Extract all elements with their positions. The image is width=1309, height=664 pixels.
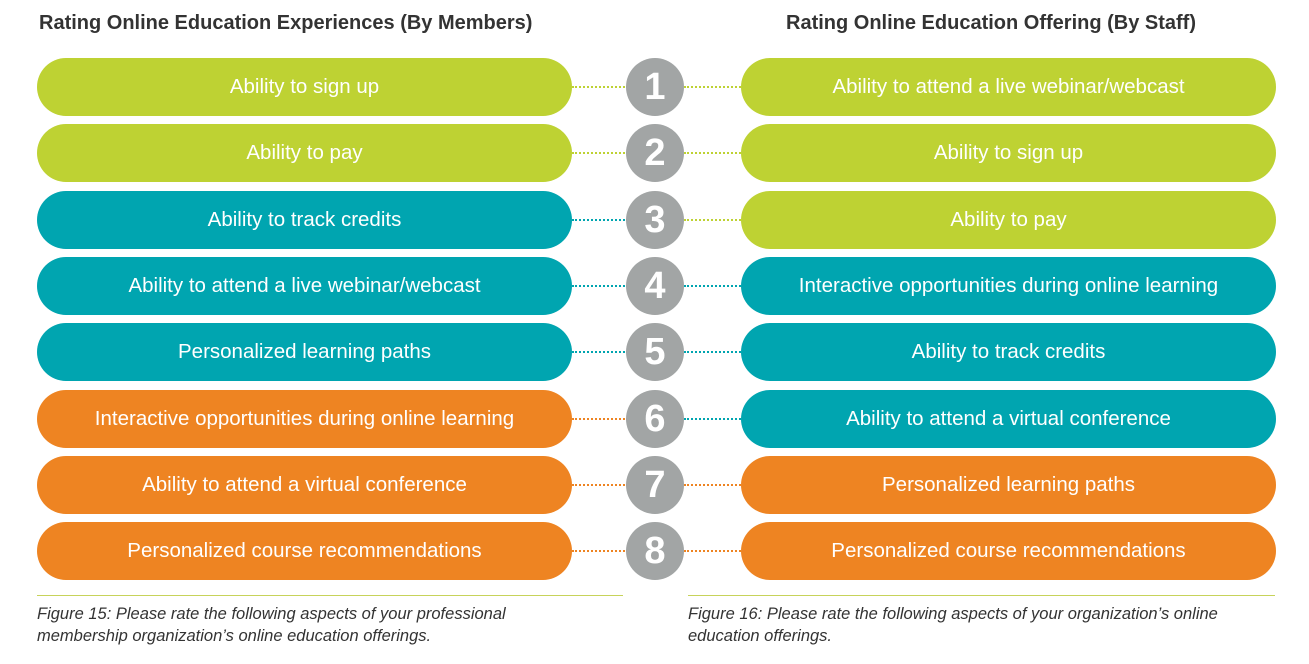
- left-connector-6: [572, 418, 628, 420]
- right-item-4: Interactive opportunities during online …: [741, 257, 1276, 315]
- left-connector-4: [572, 285, 628, 287]
- right-caption: Figure 16: Please rate the following asp…: [688, 603, 1288, 647]
- right-item-2: Ability to sign up: [741, 124, 1276, 182]
- right-connector-6: [684, 418, 741, 420]
- right-divider: [688, 595, 1275, 596]
- rank-badge-3: 3: [626, 191, 684, 249]
- left-item-6: Interactive opportunities during online …: [37, 390, 572, 448]
- left-caption-line-1: Figure 15: Please rate the following asp…: [37, 605, 506, 623]
- left-connector-1: [572, 86, 628, 88]
- rank-badge-6: 6: [626, 390, 684, 448]
- rank-badge-7: 7: [626, 456, 684, 514]
- left-item-8: Personalized course recommendations: [37, 522, 572, 580]
- right-item-1: Ability to attend a live webinar/webcast: [741, 58, 1276, 116]
- right-caption-line-1: Figure 16: Please rate the following asp…: [688, 605, 1218, 623]
- left-caption: Figure 15: Please rate the following asp…: [37, 603, 597, 647]
- left-item-4: Ability to attend a live webinar/webcast: [37, 257, 572, 315]
- left-divider: [37, 595, 623, 596]
- left-connector-7: [572, 484, 628, 486]
- right-connector-7: [684, 484, 741, 486]
- right-item-5: Ability to track credits: [741, 323, 1276, 381]
- right-caption-line-2: education offerings.: [688, 627, 833, 645]
- left-caption-line-2: membership organization’s online educati…: [37, 627, 432, 645]
- left-connector-3: [572, 219, 628, 221]
- rank-badge-1: 1: [626, 58, 684, 116]
- right-item-7: Personalized learning paths: [741, 456, 1276, 514]
- rank-badge-2: 2: [626, 124, 684, 182]
- right-item-6: Ability to attend a virtual conference: [741, 390, 1276, 448]
- left-item-2: Ability to pay: [37, 124, 572, 182]
- left-title: Rating Online Education Experiences (By …: [39, 12, 533, 34]
- left-item-1: Ability to sign up: [37, 58, 572, 116]
- left-item-7: Ability to attend a virtual conference: [37, 456, 572, 514]
- right-title: Rating Online Education Offering (By Sta…: [786, 12, 1196, 34]
- left-connector-2: [572, 152, 628, 154]
- right-connector-1: [684, 86, 741, 88]
- right-connector-8: [684, 550, 741, 552]
- right-connector-3: [684, 219, 741, 221]
- left-item-3: Ability to track credits: [37, 191, 572, 249]
- right-connector-5: [684, 351, 741, 353]
- right-item-3: Ability to pay: [741, 191, 1276, 249]
- left-connector-5: [572, 351, 628, 353]
- rank-badge-5: 5: [626, 323, 684, 381]
- right-item-8: Personalized course recommendations: [741, 522, 1276, 580]
- left-item-5: Personalized learning paths: [37, 323, 572, 381]
- rank-badge-4: 4: [626, 257, 684, 315]
- rank-badge-8: 8: [626, 522, 684, 580]
- left-connector-8: [572, 550, 628, 552]
- right-connector-2: [684, 152, 741, 154]
- right-connector-4: [684, 285, 741, 287]
